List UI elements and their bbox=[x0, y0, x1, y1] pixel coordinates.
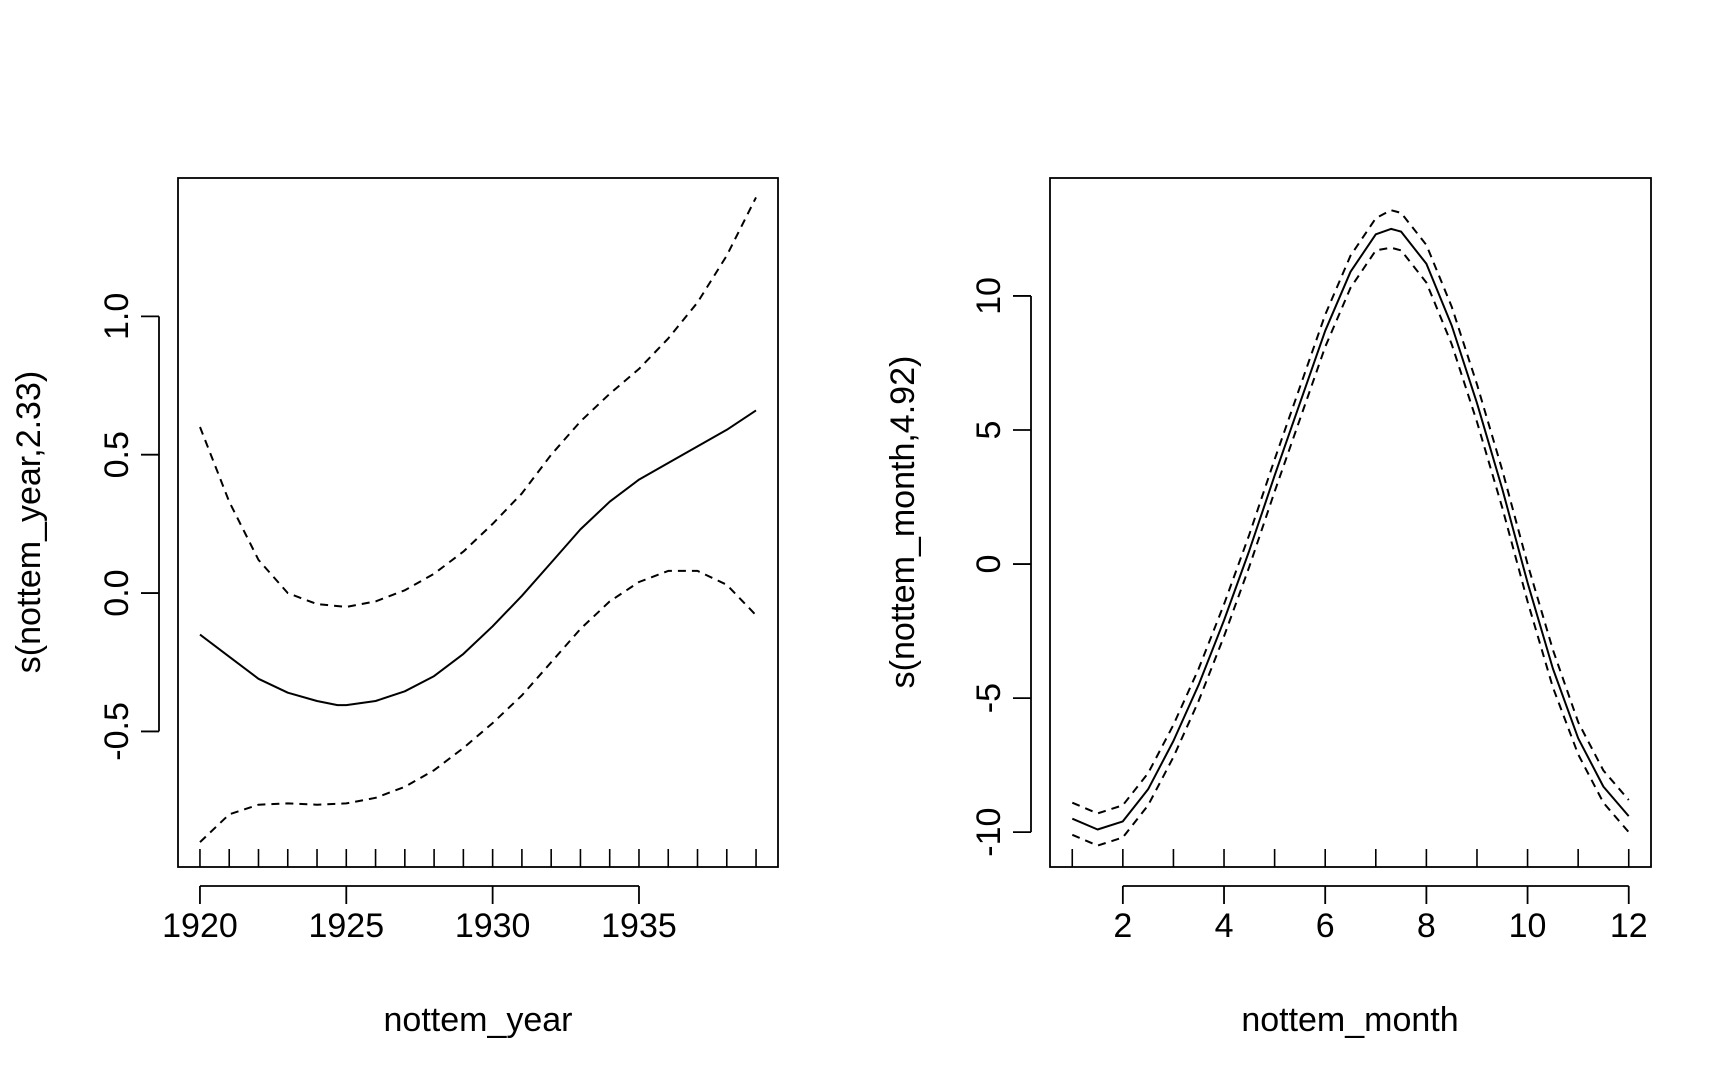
x-tick-label: 1935 bbox=[601, 907, 677, 945]
x-tick-label: 4 bbox=[1215, 907, 1234, 945]
y-axis-label: s(nottem_month,4.92) bbox=[884, 356, 922, 689]
panel-month: nottem_month s(nottem_month,4.92) 2 4 6 8 10… bbox=[884, 177, 1652, 1039]
y-tick-label: 5 bbox=[970, 421, 1008, 440]
y-tick-label: 1.0 bbox=[98, 293, 136, 340]
y-tick-label: -5 bbox=[970, 683, 1008, 713]
y-tick-label: 0 bbox=[970, 555, 1008, 574]
y-tick-label: -0.5 bbox=[98, 702, 136, 761]
confidence-band-line bbox=[1071, 246, 1630, 847]
x-tick-label: 1925 bbox=[308, 907, 384, 945]
plot-box bbox=[177, 177, 779, 868]
panel-year: nottem_year s(nottem_year,2.33) 1920 1925… bbox=[10, 177, 779, 1039]
plot-box bbox=[1049, 177, 1652, 868]
x-tick-label: 6 bbox=[1316, 907, 1335, 945]
confidence-band-line bbox=[199, 569, 757, 843]
x-tick-label: 10 bbox=[1509, 907, 1547, 945]
y-tick-label: 10 bbox=[970, 277, 1008, 315]
x-tick-label: 2 bbox=[1113, 907, 1132, 945]
smooth-fit-line bbox=[1071, 227, 1630, 831]
x-tick-label: 8 bbox=[1417, 907, 1436, 945]
y-tick-label: 0.0 bbox=[98, 569, 136, 616]
x-axis-label: nottem_year bbox=[384, 1001, 573, 1039]
smooth-fit-line bbox=[199, 409, 757, 707]
y-tick-label: -10 bbox=[970, 808, 1008, 857]
x-tick-label: 1930 bbox=[455, 907, 531, 945]
x-axis-label: nottem_month bbox=[1241, 1001, 1458, 1039]
x-tick-label: 1920 bbox=[162, 907, 238, 945]
y-tick-label: 0.5 bbox=[98, 431, 136, 478]
y-axis-label: s(nottem_year,2.33) bbox=[10, 371, 48, 673]
confidence-band-line bbox=[1071, 209, 1630, 815]
x-tick-label: 12 bbox=[1610, 907, 1648, 945]
